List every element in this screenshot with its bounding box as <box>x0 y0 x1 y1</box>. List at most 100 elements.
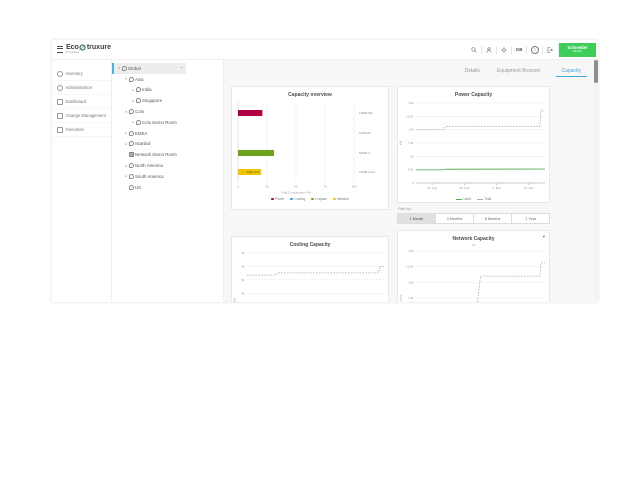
tabs-bar: Details Equipment Browser Capacity <box>224 60 598 77</box>
tree-item-global[interactable]: ▾ Global – <box>112 63 186 74</box>
svg-text:4. Mar: 4. Mar <box>492 186 501 190</box>
location-icon <box>135 98 141 104</box>
filter-button-3-months[interactable]: 3 Months <box>435 213 474 224</box>
svg-text:12.5k: 12.5k <box>406 114 414 118</box>
sidenav: Inventory Administration Dashboard Change M… <box>52 60 112 302</box>
svg-text:26. Feb: 26. Feb <box>459 186 470 190</box>
tab-details[interactable]: Details <box>464 67 480 74</box>
tree-item-network-demo-room[interactable]: Network Demo Room <box>112 149 223 160</box>
tree-item-india[interactable]: ▸ India <box>112 85 223 96</box>
brand-subtitle: IT Advisor <box>66 50 80 55</box>
divider <box>481 45 483 54</box>
tree-item-emea[interactable]: ▸ EMEA <box>112 128 223 139</box>
chevron-right-icon[interactable]: ▸ <box>132 98 135 103</box>
chevron-down-icon[interactable]: ▾ <box>125 109 128 114</box>
chart-title-capacity-overview: Capacity overview <box>288 92 332 98</box>
tab-equipment-browser[interactable]: Equipment Browser <box>496 67 541 74</box>
capacity-overview-legend: Power Cooling U space Network <box>232 197 388 201</box>
chevron-right-icon[interactable]: ▸ <box>125 131 128 136</box>
legend-swatch <box>476 198 483 200</box>
schneider-logo-line1: Schneider <box>567 44 588 50</box>
tree-item-label: Istanbul <box>135 141 151 147</box>
legend-label: Network <box>337 197 349 201</box>
legend-item-network: Network <box>333 197 349 201</box>
location-icon <box>128 109 134 115</box>
collapse-tree-icon[interactable]: – <box>180 65 183 72</box>
app-body: Inventory Administration Dashboard Change M… <box>52 60 598 302</box>
tree-item-south-america[interactable]: ▸ South America <box>112 171 223 182</box>
filter-button-1-year[interactable]: 1 Year <box>511 213 550 224</box>
location-icon <box>135 87 141 93</box>
filter-label: Filter by: <box>398 207 412 211</box>
legend-swatch <box>311 197 314 201</box>
sidebar-item-dashboard[interactable]: Dashboard <box>52 95 111 109</box>
tree-item-label: EMEA <box>135 130 148 136</box>
tab-capacity[interactable]: Capacity <box>555 68 587 77</box>
help-icon[interactable]: ? <box>530 45 539 54</box>
filter-button-6-months[interactable]: 6 Months <box>473 213 512 224</box>
svg-text:7.5k: 7.5k <box>408 296 414 300</box>
schneider-electric-logo[interactable]: Schneider Electric <box>559 42 596 57</box>
chevron-down-icon[interactable]: ▾ <box>125 77 128 82</box>
left-column: Capacity overview 0 25 50 75 100 13808 kW 6128… <box>231 86 389 302</box>
legend-item-cooling: Cooling <box>290 197 305 201</box>
tree-item-label: Colo <box>135 109 145 115</box>
right-column: Power Capacity 0 2.5k 5k 7.5k 10k 12.5k 15k 19.… <box>397 86 550 302</box>
hamburger-menu-icon[interactable] <box>57 46 63 53</box>
chevron-right-icon[interactable]: ▸ <box>125 174 128 179</box>
tree-item-colo[interactable]: ▾ Colo <box>112 106 223 117</box>
topbar: Eco truxure IT Advisor <box>52 40 598 60</box>
tree-item-label: Global <box>128 65 141 71</box>
sidebar-item-genomes[interactable]: Genomes <box>52 123 111 137</box>
filter-button-1-month[interactable]: 1 Month <box>397 213 436 224</box>
sidebar-item-label: Genomes <box>65 127 84 132</box>
sidebar-item-label: Dashboard <box>65 99 87 104</box>
language-selector[interactable]: GB <box>515 47 523 52</box>
chevron-down-icon[interactable]: ▾ <box>118 66 121 71</box>
vertical-scrollbar[interactable] <box>594 60 598 302</box>
sidebar-item-administration[interactable]: Administration <box>52 81 111 95</box>
logout-icon[interactable] <box>547 46 554 53</box>
svg-text:75: 75 <box>323 185 327 189</box>
card-capacity-overview: Capacity overview 0 25 50 75 100 13808 kW 6128… <box>231 86 389 210</box>
divider <box>496 45 498 54</box>
chart-title-network-capacity: Network Capacity <box>452 236 495 242</box>
power-capacity-legend: Used Total <box>398 197 549 201</box>
tree-item-istanbul[interactable]: ▸ Istanbul <box>112 139 223 150</box>
chevron-right-icon[interactable]: ▸ <box>132 120 135 125</box>
filter-button-group: 1 Month 3 Months 6 Months 1 Year <box>397 213 550 224</box>
svg-text:2499 ports: 2499 ports <box>246 170 259 174</box>
ecostruxure-logo: Eco truxure IT Advisor <box>66 44 111 55</box>
brand-block: Eco truxure IT Advisor <box>57 44 111 55</box>
tree-item-singapore[interactable]: ▸ Singapore <box>112 95 223 106</box>
tree-item-north-america[interactable]: ▸ North America <box>112 160 223 171</box>
chevron-right-icon[interactable]: ▸ <box>132 87 135 92</box>
svg-text:0: 0 <box>237 185 239 189</box>
location-icon <box>128 130 134 136</box>
chevron-right-icon[interactable]: ▸ <box>125 141 128 146</box>
user-icon[interactable] <box>486 46 493 53</box>
tree-item-us[interactable]: US <box>112 182 223 193</box>
scrollbar-thumb[interactable] <box>594 60 598 83</box>
sidebar-item-label: Administration <box>65 85 93 90</box>
svg-text:kW: kW <box>399 141 403 146</box>
svg-text:Total Consumption (%): Total Consumption (%) <box>281 191 311 195</box>
sidebar-item-change-management[interactable]: Change Management <box>52 109 111 123</box>
search-icon[interactable] <box>471 46 478 53</box>
tree-item-colo-demo-room[interactable]: ▸ Colo Demo Room <box>112 117 223 128</box>
tree-item-asia[interactable]: ▾ Asia <box>112 74 223 85</box>
brand-prefix: Eco <box>66 44 79 52</box>
legend-label: Cooling <box>294 197 306 201</box>
tree-item-label: Singapore <box>142 98 163 104</box>
svg-text:ports: ports <box>399 294 403 301</box>
sidebar-item-label: Inventory <box>65 71 83 76</box>
svg-text:0: 0 <box>412 181 414 185</box>
settings-gear-icon[interactable] <box>501 46 508 53</box>
location-icon <box>128 184 134 190</box>
sidebar-item-inventory[interactable]: Inventory <box>52 67 111 81</box>
chart-options-caret-icon[interactable]: ▾ <box>542 234 545 239</box>
location-icon <box>121 65 127 71</box>
chevron-right-icon[interactable]: ▸ <box>125 163 128 168</box>
